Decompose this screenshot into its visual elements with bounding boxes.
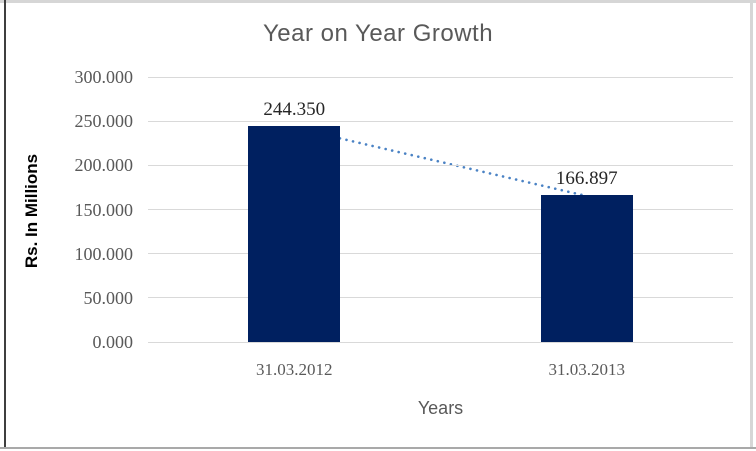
y-tick-label: 150.000	[74, 199, 134, 220]
chart-border-top	[0, 0, 756, 3]
x-tick-label: 31.03.2012	[256, 360, 333, 379]
y-tick-label: 250.000	[74, 111, 134, 132]
x-tick-label: 31.03.2013	[548, 360, 626, 379]
y-tick-label: 0.000	[92, 332, 134, 352]
gridline	[148, 297, 733, 299]
gridline	[148, 253, 733, 255]
x-axis-title: Years	[417, 398, 464, 418]
gridline	[148, 120, 733, 122]
chart-border-bottom	[0, 447, 756, 449]
data-label: 244.350	[263, 99, 326, 121]
bar-31.03.2013	[540, 194, 633, 342]
y-tick-label: 50.000	[83, 287, 134, 308]
chart-title: Year on Year Growth	[262, 20, 494, 47]
bar-31.03.2012	[248, 126, 341, 342]
gridline	[148, 209, 733, 210]
y-tick-label: 100.000	[74, 243, 134, 264]
chart-border-left	[4, 0, 6, 449]
gridline	[148, 76, 733, 78]
y-tick-label: 300.000	[74, 67, 134, 87]
gridline	[148, 341, 733, 343]
data-label: 166.897	[555, 167, 618, 189]
y-tick-label: 200.000	[74, 155, 134, 176]
gridline	[148, 164, 733, 166]
chart-border-right	[750, 0, 753, 449]
